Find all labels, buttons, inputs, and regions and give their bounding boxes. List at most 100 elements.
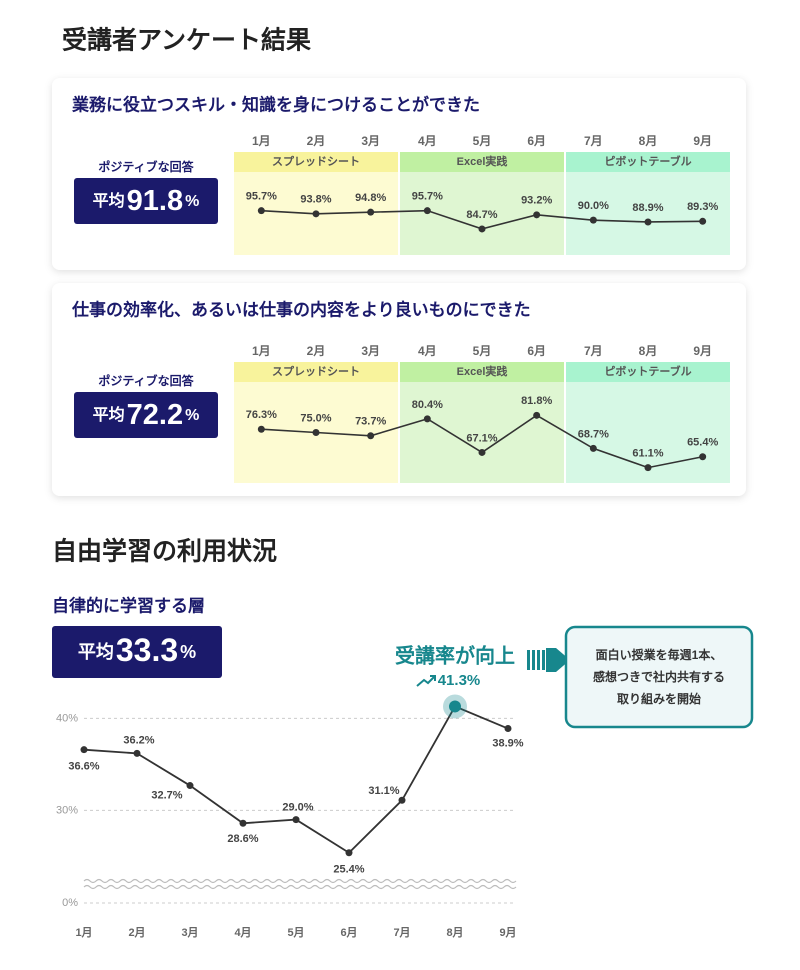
card-title: 仕事の効率化、あるいは仕事の内容をより良いものにできた (71, 299, 531, 319)
average-unit: % (185, 193, 199, 210)
x-tick-label: 1月 (252, 344, 271, 358)
average-box (74, 392, 218, 438)
x-tick-label: 9月 (499, 926, 516, 939)
point (257, 425, 265, 433)
value-label: 93.8% (300, 194, 331, 206)
point (449, 700, 461, 713)
point (239, 819, 247, 827)
point (589, 444, 597, 452)
group-header (566, 362, 730, 382)
average-value: 33.3 (116, 632, 178, 668)
group-band (234, 362, 398, 483)
x-tick-label: 4月 (234, 926, 251, 939)
point (478, 225, 486, 233)
x-tick-label: 1月 (75, 926, 92, 939)
x-tick-label: 6月 (527, 134, 546, 148)
value-label: 36.2% (123, 734, 154, 746)
value-label: 61.1% (632, 448, 663, 460)
value-label: 25.4% (333, 864, 364, 876)
x-tick-label: 5月 (473, 344, 492, 358)
group-label: スプレッドシート (272, 364, 360, 378)
positive-label: ポジティブな回答 (98, 159, 194, 174)
point (589, 216, 597, 224)
x-tick-label: 8月 (639, 344, 658, 358)
chart-title: 自律的に学習する層 (52, 595, 205, 615)
point (699, 217, 707, 225)
average-value: 72.2 (127, 399, 183, 431)
value-label: 36.6% (68, 761, 99, 773)
x-tick-label: 2月 (307, 134, 326, 148)
callout-text: 感想つきで社内共有する (593, 669, 725, 684)
axis-break (83, 884, 517, 890)
arrow-bar (527, 650, 530, 670)
value-label: 28.6% (227, 833, 258, 845)
x-tick-label: 7月 (584, 134, 603, 148)
annotation: 受講率が向上 (395, 643, 515, 667)
x-tick-label: 9月 (693, 344, 712, 358)
value-label: 95.7% (246, 191, 277, 203)
value-label: 67.1% (466, 432, 497, 444)
group-header (400, 152, 564, 172)
average-label: 平均 (78, 641, 114, 662)
x-tick-label: 5月 (473, 134, 492, 148)
callout-text: 取り組みを開始 (617, 691, 701, 706)
axis-break (83, 878, 517, 884)
group-header (566, 152, 730, 172)
x-tick-label: 9月 (693, 134, 712, 148)
value-label: 88.9% (632, 202, 663, 214)
x-tick-label: 3月 (361, 344, 380, 358)
average-label: 平均 (93, 405, 125, 424)
arrow-bar (532, 650, 535, 670)
arrow-bar (537, 650, 540, 670)
group-label: ピボットテーブル (604, 154, 691, 168)
average-box (52, 626, 222, 678)
point (423, 207, 431, 215)
arrow-bar (542, 650, 545, 670)
point (312, 429, 320, 436)
value-label: 38.9% (492, 737, 523, 749)
page-title: 受講者アンケート結果 (62, 26, 311, 55)
value-label: 75.0% (300, 412, 331, 424)
point (478, 448, 486, 456)
point (367, 432, 375, 440)
point (257, 207, 265, 215)
x-tick-label: 2月 (128, 926, 145, 939)
x-tick-label: 8月 (639, 134, 658, 148)
value-label: 80.4% (412, 399, 443, 411)
value-label: 29.0% (282, 802, 313, 814)
average-unit: % (185, 407, 199, 424)
x-tick-label: 5月 (287, 926, 304, 939)
value-label: 89.3% (687, 201, 718, 213)
group-header (400, 362, 564, 382)
group-band (566, 362, 730, 483)
point (345, 849, 353, 857)
point (533, 211, 541, 219)
x-tick-label: 3月 (181, 926, 198, 939)
group-label: ピボットテーブル (604, 364, 691, 378)
value-label: 65.4% (687, 437, 718, 449)
point (398, 796, 406, 804)
group-header (234, 152, 398, 172)
group-band (400, 362, 564, 483)
value-label: 81.8% (521, 395, 552, 407)
value-label: 31.1% (368, 785, 399, 797)
x-tick-label: 8月 (446, 926, 463, 939)
value-label: 73.7% (355, 416, 386, 428)
y-tick-label: 0% (62, 897, 78, 909)
line (83, 705, 509, 854)
callout-text: 面白い授業を毎週1本、 (596, 647, 723, 662)
highlight-value-label: 41.3% (438, 672, 481, 689)
positive-label: ポジティブな回答 (98, 373, 194, 388)
trend-icon (416, 675, 436, 687)
y-tick-label: 30% (56, 804, 78, 816)
x-tick-label: 7月 (393, 926, 410, 939)
arrow-head (546, 648, 570, 672)
x-tick-label: 7月 (584, 344, 603, 358)
group-label: スプレッドシート (272, 154, 360, 168)
value-label: 68.7% (578, 428, 609, 440)
value-label: 95.7% (412, 191, 443, 203)
point (186, 782, 194, 790)
value-label: 84.7% (466, 209, 497, 221)
point (644, 464, 652, 472)
